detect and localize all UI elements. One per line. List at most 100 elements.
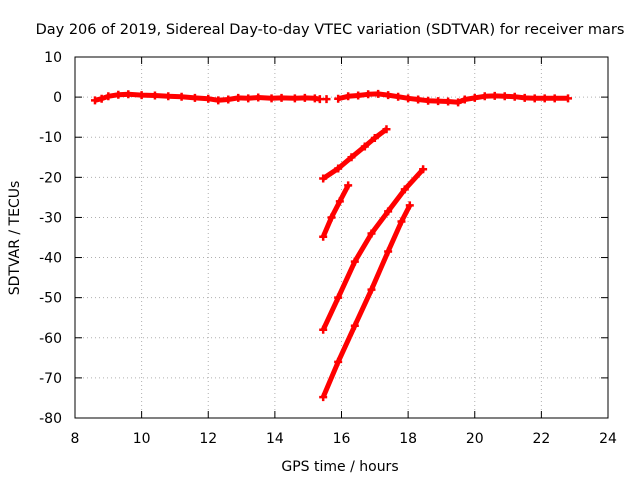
- data-point: [334, 357, 343, 366]
- data-point: [367, 285, 376, 294]
- data-point: [419, 165, 428, 174]
- data-point: [224, 95, 233, 104]
- data-point: [350, 321, 359, 330]
- data-point: [454, 98, 463, 107]
- x-tick-label: 16: [333, 431, 351, 447]
- data-trace: [320, 184, 351, 238]
- data-point: [164, 92, 173, 101]
- data-point: [382, 125, 391, 134]
- data-point: [404, 94, 413, 103]
- y-tick-label: 0: [53, 90, 62, 106]
- data-layer: [90, 89, 573, 402]
- data-point: [300, 93, 309, 102]
- data-point: [434, 97, 443, 106]
- y-tick-label: -20: [39, 170, 62, 186]
- data-point: [550, 94, 559, 103]
- data-point: [124, 90, 133, 99]
- y-tick-label: -80: [39, 411, 62, 427]
- y-axis-label: SDTVAR / TECUs: [7, 181, 23, 296]
- data-point: [520, 93, 529, 102]
- data-point: [344, 92, 353, 101]
- y-tick-label: -30: [39, 210, 62, 226]
- x-tick-label: 8: [71, 431, 80, 447]
- data-point: [500, 92, 509, 101]
- x-axis-label: GPS time / hours: [281, 459, 398, 475]
- data-point: [150, 91, 159, 100]
- chart-title: Day 206 of 2019, Sidereal Day-to-day VTE…: [36, 22, 625, 38]
- x-tick-label: 12: [199, 431, 217, 447]
- data-point: [424, 96, 433, 105]
- x-tick-label: 14: [266, 431, 284, 447]
- data-point: [334, 293, 343, 302]
- data-point: [277, 93, 286, 102]
- x-tick-label: 18: [399, 431, 417, 447]
- x-tick-label: 20: [466, 431, 484, 447]
- data-point: [319, 325, 328, 334]
- data-point: [322, 95, 331, 104]
- data-point: [177, 92, 186, 101]
- data-point: [530, 94, 539, 103]
- data-point: [540, 94, 549, 103]
- data-point: [319, 232, 328, 241]
- data-point: [137, 91, 146, 100]
- data-point: [244, 94, 253, 103]
- data-point: [397, 217, 406, 226]
- data-point: [319, 174, 328, 183]
- data-point: [414, 95, 423, 104]
- data-point: [367, 229, 376, 238]
- y-tick-label: -40: [39, 251, 62, 267]
- data-point: [444, 97, 453, 106]
- data-point: [350, 257, 359, 266]
- data-point: [254, 93, 263, 102]
- data-point: [480, 92, 489, 101]
- y-tick-label: -10: [39, 130, 62, 146]
- data-point: [335, 197, 344, 206]
- ticks: [74, 56, 609, 419]
- data-point: [364, 90, 373, 99]
- data-point: [204, 94, 213, 103]
- data-point: [460, 95, 469, 104]
- grid: [75, 57, 608, 418]
- data-point: [510, 92, 519, 101]
- data-point: [327, 213, 336, 222]
- data-point: [360, 142, 369, 151]
- data-point: [234, 93, 243, 102]
- data-point: [564, 94, 573, 103]
- x-tick-label: 10: [133, 431, 151, 447]
- y-tick-label: -60: [39, 331, 62, 347]
- data-point: [370, 134, 379, 143]
- data-point: [405, 201, 414, 210]
- y-tick-label: -70: [39, 371, 62, 387]
- x-tick-label: 24: [599, 431, 617, 447]
- data-point: [354, 91, 363, 100]
- tick-labels: 8 10 12 14 16 18 20 22 24 10 0 -10 -20 -30 -40 -50 -60 -7…: [39, 50, 617, 447]
- y-tick-label: -50: [39, 291, 62, 307]
- data-point: [114, 90, 123, 99]
- y-tick-label: 10: [44, 50, 62, 66]
- data-point: [344, 181, 353, 190]
- data-point: [490, 91, 499, 100]
- x-tick-label: 22: [532, 431, 550, 447]
- data-point: [394, 92, 403, 101]
- data-point: [104, 92, 113, 101]
- data-point: [334, 94, 343, 103]
- data-point: [319, 393, 328, 402]
- data-point: [190, 93, 199, 102]
- data-trace: [94, 91, 321, 103]
- data-point: [290, 94, 299, 103]
- data-point: [470, 93, 479, 102]
- data-point: [334, 164, 343, 173]
- data-point: [400, 185, 409, 194]
- data-point: [90, 96, 99, 105]
- data-point: [214, 96, 223, 105]
- data-point: [384, 91, 393, 100]
- data-point: [374, 89, 383, 98]
- data-trace: [321, 127, 389, 181]
- data-point: [97, 94, 106, 103]
- data-point: [384, 247, 393, 256]
- data-point: [267, 94, 276, 103]
- data-point: [347, 153, 356, 162]
- data-point: [384, 207, 393, 216]
